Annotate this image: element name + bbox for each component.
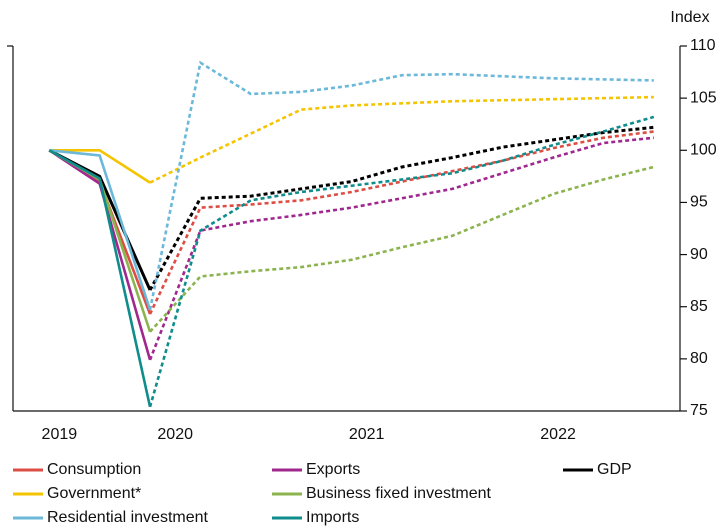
series-line <box>48 148 152 291</box>
series-line <box>49 148 151 184</box>
series-line-forecast <box>148 136 654 361</box>
legend-label: Residential investment <box>47 509 209 526</box>
series-line-forecast <box>148 125 654 291</box>
y-tick-label: 100 <box>690 142 717 159</box>
y-axis-label: Index <box>670 9 709 26</box>
y-tick-label: 90 <box>690 246 708 263</box>
legend-label: GDP <box>597 461 632 478</box>
x-tick-label: 2021 <box>349 426 385 443</box>
series-line-forecast <box>148 115 655 408</box>
y-tick-label: 75 <box>690 402 708 419</box>
series-line-forecast <box>149 95 654 184</box>
x-tick-label: 2019 <box>42 426 78 443</box>
series-line-forecast <box>148 130 654 315</box>
y-tick-label: 85 <box>690 298 708 315</box>
series-line-forecast <box>148 60 654 311</box>
y-tick-label: 80 <box>690 350 708 367</box>
legend-label: Exports <box>306 461 360 478</box>
y-tick-label: 110 <box>690 37 716 54</box>
y-tick-label: 105 <box>690 89 717 106</box>
legend-label: Business fixed investment <box>306 485 492 502</box>
x-tick-label: 2022 <box>540 426 576 443</box>
series-line <box>48 149 152 408</box>
x-tick-label: 2020 <box>157 426 193 443</box>
legend-label: Consumption <box>47 461 141 478</box>
legend-label: Imports <box>306 509 359 526</box>
series-line-forecast <box>149 165 655 333</box>
legend-label: Government* <box>47 485 141 502</box>
y-tick-label: 95 <box>690 194 708 211</box>
series-line <box>49 148 152 311</box>
